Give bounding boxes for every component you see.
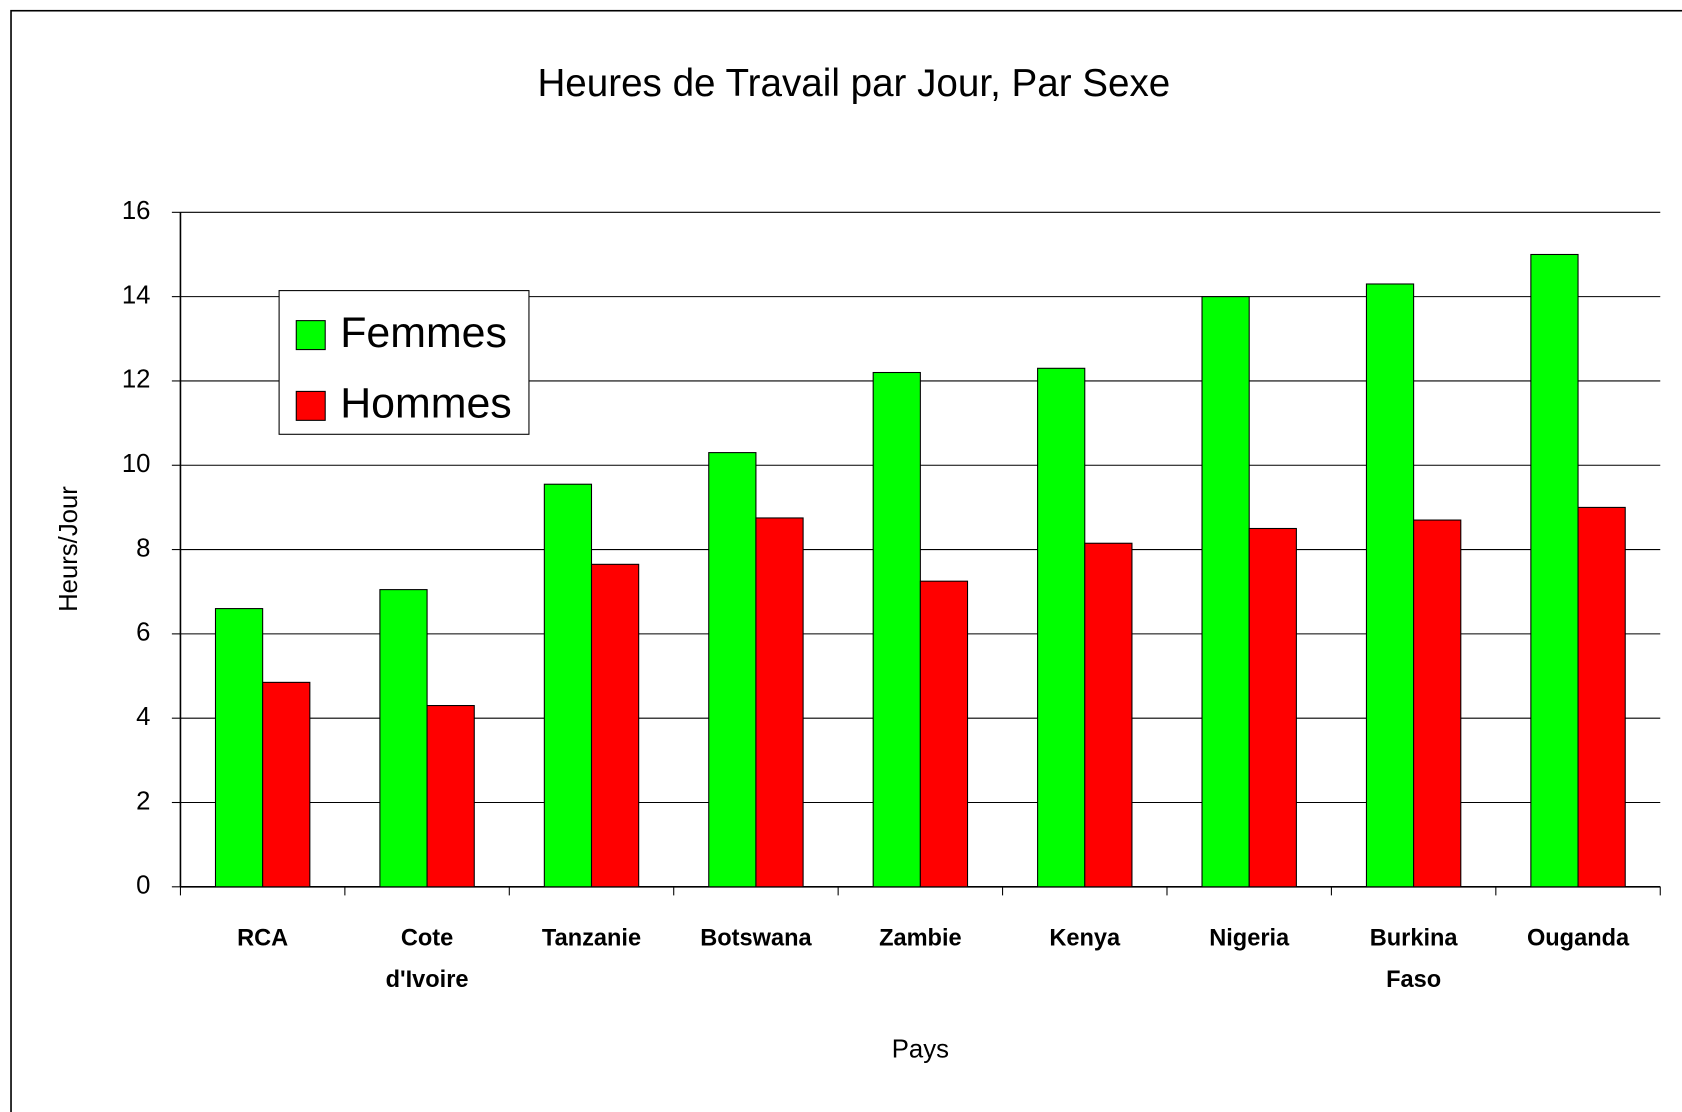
bar xyxy=(426,705,475,888)
x-tick-label: Nigeria xyxy=(1209,925,1290,951)
x-axis-label: Pays xyxy=(892,1036,949,1064)
y-tick-label: 0 xyxy=(136,872,150,900)
bar xyxy=(1413,519,1462,888)
x-tick-label: Tanzanie xyxy=(542,925,641,951)
x-tick-label: Ouganda xyxy=(1527,925,1630,951)
y-tick-label: 2 xyxy=(136,787,150,815)
y-tick-label: 10 xyxy=(122,450,151,478)
bar xyxy=(590,563,640,888)
bar xyxy=(543,483,593,888)
legend-swatch xyxy=(295,390,326,421)
x-tick-label: Zambie xyxy=(879,925,962,951)
x-tick-label: RCA xyxy=(237,925,288,951)
legend-swatch xyxy=(295,320,326,351)
bar xyxy=(1365,283,1415,888)
bar xyxy=(755,517,804,888)
x-tick-label: Burkina Faso xyxy=(1370,925,1459,993)
y-tick-label: 8 xyxy=(136,534,150,562)
y-tick-label: 6 xyxy=(136,619,150,647)
bar xyxy=(1201,296,1250,888)
y-tick-label: 14 xyxy=(122,281,151,309)
bar xyxy=(379,589,428,888)
bar xyxy=(1530,253,1579,888)
bar xyxy=(262,681,311,888)
chart-title: Heures de Travail par Jour, Par Sexe xyxy=(537,62,1170,105)
bar xyxy=(1084,542,1133,888)
bar xyxy=(872,371,921,888)
bar xyxy=(919,580,969,888)
bar xyxy=(1037,367,1086,888)
x-tick-label: Botswana xyxy=(700,925,812,951)
bar xyxy=(1577,506,1626,888)
y-tick-label: 16 xyxy=(122,197,151,225)
y-tick-label: 4 xyxy=(136,703,150,731)
legend-label: Hommes xyxy=(340,380,512,428)
y-tick-label: 12 xyxy=(122,366,151,394)
x-tick-label: Kenya xyxy=(1049,925,1121,951)
bar xyxy=(1248,527,1297,888)
y-axis-label: Heurs/Jour xyxy=(55,486,83,612)
bar xyxy=(214,608,264,888)
bar xyxy=(708,452,757,888)
x-tick-label: Cote d'Ivoire xyxy=(386,925,469,993)
legend-label: Femmes xyxy=(340,309,507,357)
